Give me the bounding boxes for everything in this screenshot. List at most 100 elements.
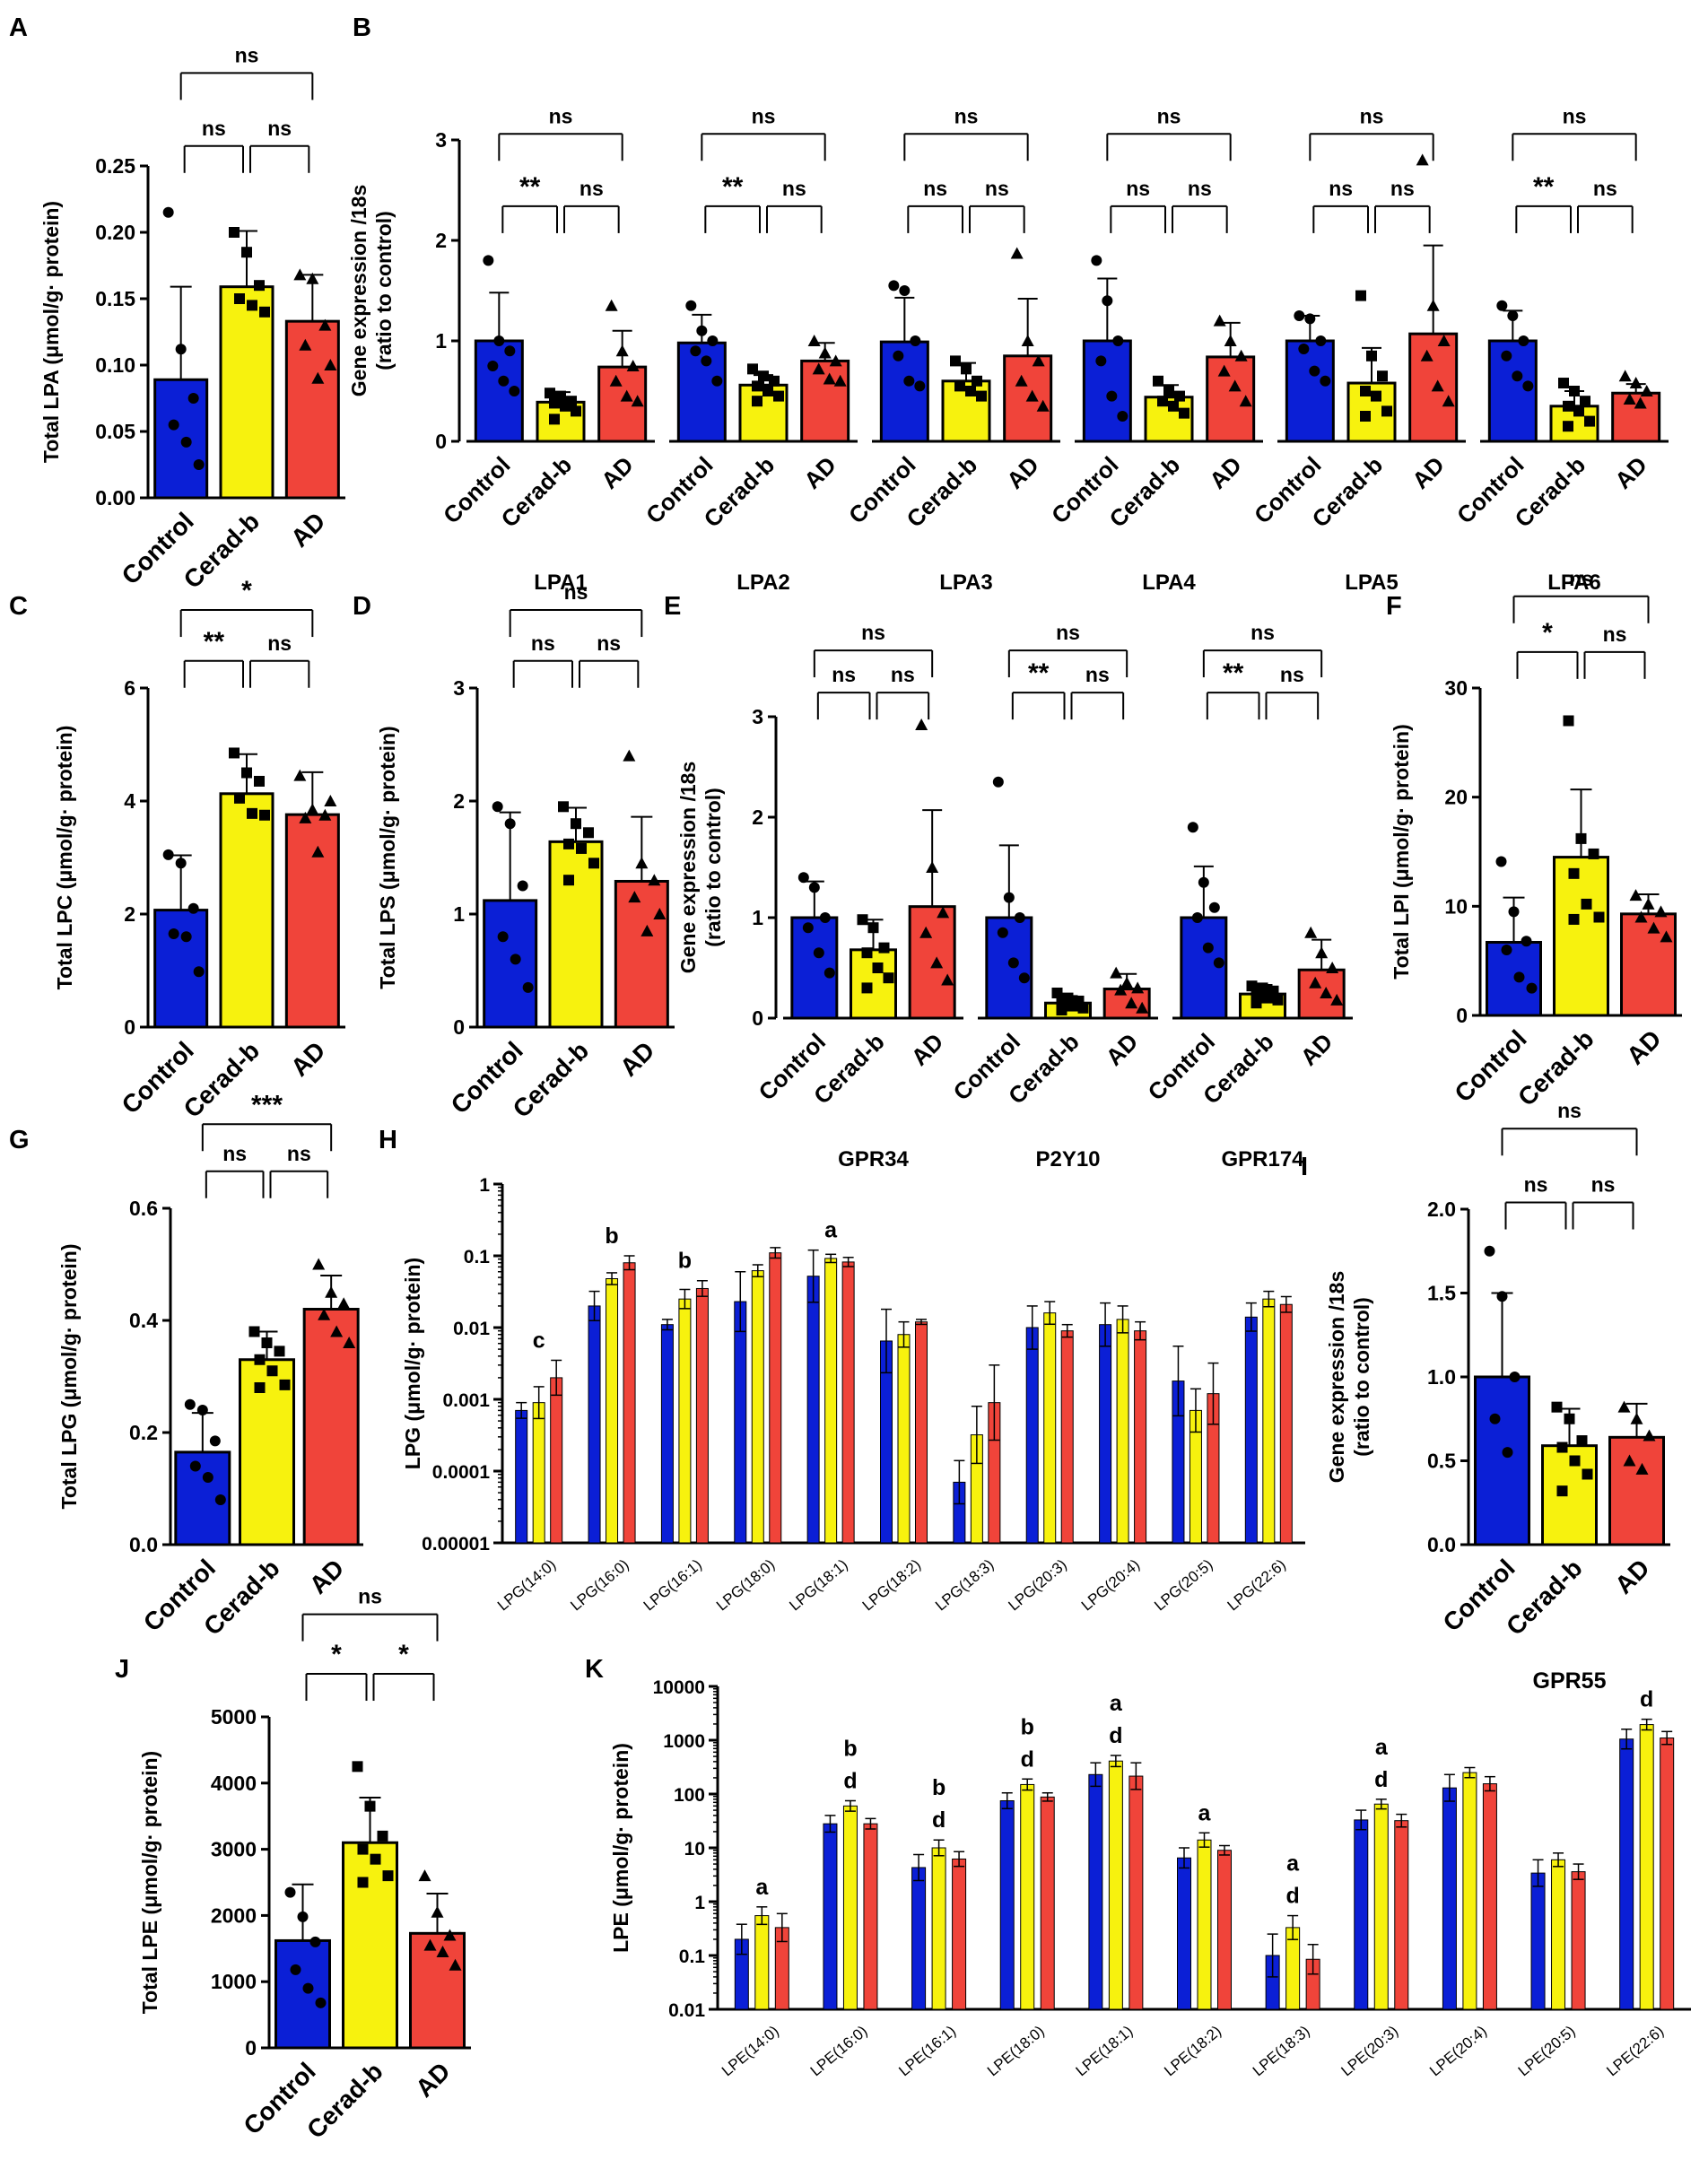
data-point	[1010, 247, 1024, 259]
data-point	[1563, 421, 1573, 432]
significance-label: ***	[251, 1090, 283, 1119]
x-tick-label: AD	[304, 1554, 350, 1599]
panel-letter-A: A	[9, 13, 28, 42]
bar-cerad-b	[1197, 1839, 1212, 2010]
y-tick-label: 3	[752, 705, 763, 728]
bar-control	[1177, 1857, 1191, 2010]
bar-control	[1354, 1819, 1369, 2010]
bar-ad	[1297, 968, 1346, 1020]
panel-K: 0.01 0.1 1 10 100 1000 10000 LPE (μmol/g· prote…	[609, 1677, 1691, 2079]
data-point	[1647, 921, 1660, 934]
bar-ad	[302, 1308, 360, 1546]
significance-label: ns	[923, 177, 947, 200]
data-point	[829, 354, 842, 367]
x-tick-label: LPE(20:4)	[1426, 2023, 1490, 2080]
bar-ad	[952, 1858, 967, 2010]
panel-letter-E: E	[664, 592, 681, 621]
data-point	[202, 1472, 214, 1483]
data-point	[1239, 395, 1252, 407]
data-point	[1015, 374, 1028, 387]
y-axis-label: Total LPS (μmol/g· protein)	[376, 726, 399, 989]
x-tick-label: Cerad-b	[1501, 1554, 1588, 1641]
data-point	[1442, 395, 1455, 407]
bar-control	[806, 1276, 820, 1544]
data-point	[1157, 396, 1168, 407]
bar-cerad-b	[1639, 1724, 1654, 2010]
x-tick-label: LPG(18:3)	[932, 1556, 997, 1615]
bar-cerad-b	[1462, 1772, 1477, 2010]
data-point	[1501, 945, 1512, 955]
bar-ad	[1040, 1796, 1055, 2010]
data-point	[1330, 993, 1344, 1006]
data-point	[635, 857, 649, 869]
data-point	[605, 299, 618, 311]
data-point	[1309, 976, 1322, 989]
y-tick-label: 4	[124, 789, 135, 813]
data-point	[1576, 1435, 1588, 1447]
data-point	[274, 1346, 285, 1357]
x-tick-label: LPG(18:0)	[713, 1556, 778, 1615]
gene-name: LPA4	[1142, 570, 1196, 595]
x-tick-label: AD	[285, 507, 331, 553]
significance-label: **	[722, 172, 744, 202]
x-tick-label: LPE(20:5)	[1515, 2023, 1579, 2080]
x-tick-label: LPG(18:1)	[786, 1556, 850, 1615]
annotation-letter: d	[1374, 1767, 1388, 1792]
gene-name: LPA5	[1345, 570, 1399, 595]
x-tick-label: LPG(18:2)	[859, 1556, 924, 1615]
data-point	[1509, 1372, 1521, 1382]
data-point	[1163, 386, 1174, 396]
data-point	[1581, 898, 1592, 910]
significance-label: ns	[1329, 177, 1353, 200]
data-point	[214, 1494, 226, 1505]
significance-label: **	[1533, 172, 1555, 202]
data-point	[1360, 411, 1371, 422]
data-point	[808, 882, 820, 893]
bar-ad	[863, 1823, 878, 2010]
data-point	[631, 395, 644, 407]
data-point	[588, 858, 599, 869]
panel-letter-F: F	[1386, 592, 1402, 621]
y-tick-label: 0	[245, 2036, 257, 2060]
significance-label: **	[204, 627, 225, 657]
bar-control	[1082, 339, 1132, 443]
data-point	[1187, 822, 1198, 833]
bar-cerad-b	[931, 1847, 946, 2010]
bar-control	[1486, 940, 1542, 1017]
significance-label: ns	[1056, 621, 1080, 644]
data-point	[1003, 892, 1015, 903]
data-point	[926, 861, 939, 873]
y-axis-label: Total LPI (μmol/g· protein)	[1390, 724, 1413, 980]
data-point	[1496, 300, 1508, 311]
panel-letter-J: J	[115, 1655, 129, 1684]
data-point	[1315, 946, 1329, 959]
significance-label: ns	[358, 1585, 382, 1608]
data-point	[443, 1929, 457, 1941]
y-tick-label: 0.001	[442, 1390, 490, 1411]
data-point	[234, 293, 245, 304]
bar-ad	[841, 1261, 855, 1544]
data-point	[189, 1460, 201, 1472]
y-tick-label: 0.0	[1427, 1533, 1456, 1556]
gene-name: GPR174	[1221, 1147, 1304, 1171]
significance-label: ns	[985, 177, 1009, 200]
data-point	[1091, 255, 1102, 266]
data-point	[1501, 350, 1512, 361]
data-point	[549, 397, 560, 409]
data-point	[299, 338, 312, 351]
data-point	[318, 808, 332, 821]
bar-control	[483, 899, 538, 1029]
data-point	[315, 1997, 327, 2008]
data-point	[571, 405, 581, 417]
significance-label: *	[331, 1640, 342, 1669]
bar-ad	[769, 1252, 782, 1544]
bar-control	[1442, 1787, 1457, 2010]
data-point	[1355, 290, 1366, 301]
annotation-letter: d	[843, 1768, 857, 1793]
data-point	[1136, 1001, 1149, 1014]
data-point	[941, 973, 954, 986]
data-point	[560, 400, 571, 412]
bar-cerad-b	[850, 948, 897, 1020]
data-point	[1014, 912, 1025, 923]
data-point	[306, 803, 319, 815]
